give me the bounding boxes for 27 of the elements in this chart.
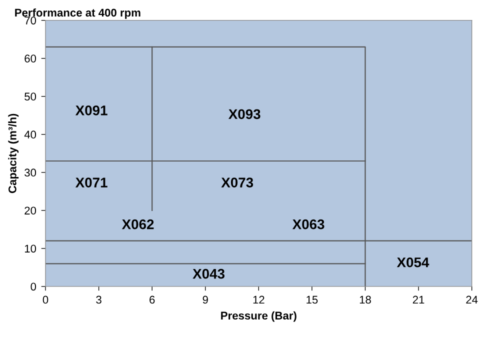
x-tick-label: 0 (42, 296, 48, 304)
y-tick-label: 20 (24, 206, 36, 215)
annotation: X043 (192, 268, 224, 279)
x-tick-label: 21 (412, 296, 424, 304)
x-axis-title: Pressure (Bar) (221, 311, 296, 322)
annotation: X073 (221, 178, 254, 188)
x-tick-label: 3 (96, 296, 102, 304)
annotation: X054 (396, 257, 430, 268)
y-tick-label: 30 (24, 168, 36, 177)
x-tick-label: 6 (150, 296, 155, 304)
annotation: X091 (75, 106, 108, 116)
y-tick-label: 70 (24, 16, 36, 24)
annotation: X062 (122, 219, 154, 230)
x-tick-label: 12 (253, 296, 264, 304)
y-tick-label: 50 (24, 92, 36, 101)
annotation: X071 (75, 178, 108, 188)
x-tick-label: 18 (360, 296, 371, 304)
y-tick-label: 10 (24, 244, 36, 253)
annotation: X063 (292, 219, 324, 230)
x-tick-label: 15 (306, 296, 318, 304)
x-tick-label: 9 (202, 296, 208, 304)
y-tick-label: 0 (30, 282, 36, 291)
y-tick-label: 60 (24, 54, 36, 62)
x-tick-label: 24 (466, 296, 478, 304)
y-axis-title: Capacity (m³/h) (8, 114, 19, 194)
annotation: X093 (228, 109, 260, 120)
y-tick-label: 40 (24, 130, 36, 139)
